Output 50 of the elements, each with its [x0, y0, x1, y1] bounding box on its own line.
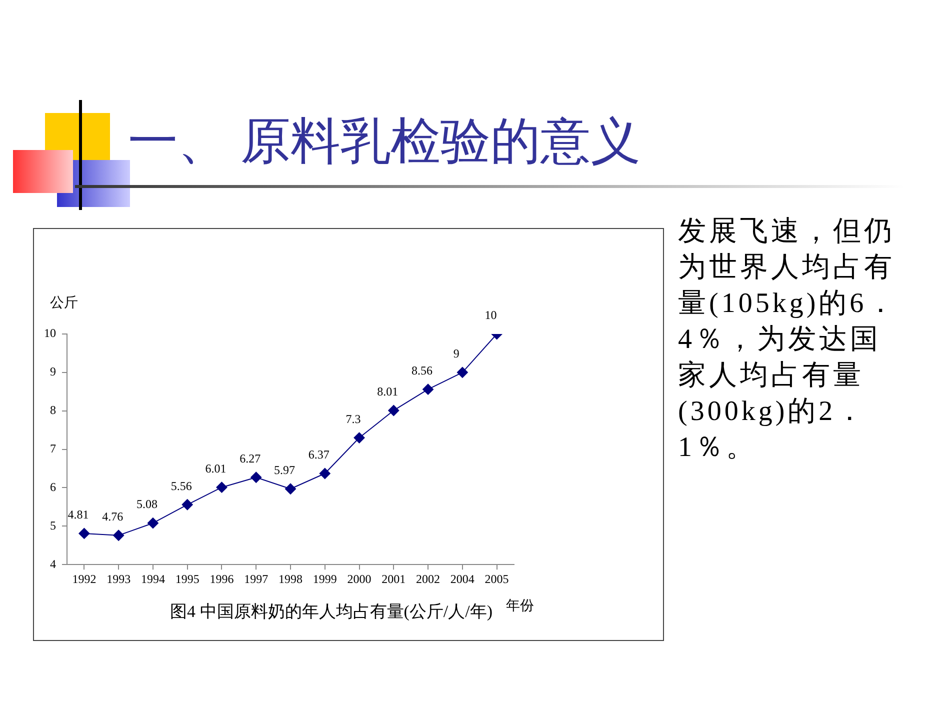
x-tick-label: 1995 — [175, 572, 200, 586]
y-tick-label: 4 — [50, 556, 56, 571]
point — [78, 528, 90, 539]
point — [319, 468, 330, 480]
x-tick-label: 2002 — [416, 572, 440, 586]
x-axis-title: 年份 — [506, 598, 534, 615]
data-label: 5.08 — [136, 497, 158, 512]
text: 发展飞速，但仍为世界人均占有量(105kg)的6．4％，为发达国家人均占有量(300kg)的2．1％。 — [678, 215, 899, 465]
x-tick-label: 1997 — [244, 572, 268, 586]
data-label: 10 — [484, 308, 497, 322]
y-axis-title: 公斤 — [50, 294, 78, 312]
data-label: 9 — [453, 346, 460, 361]
data-label: 5.97 — [274, 463, 295, 478]
y-tick-label: 9 — [50, 364, 56, 379]
y-tick-label: 7 — [50, 441, 56, 456]
x-tick-label: 2001 — [382, 572, 406, 586]
data-label: 4.81 — [68, 508, 89, 522]
x-tick-label: 1992 — [72, 572, 96, 586]
x-tick-label: 1993 — [106, 572, 131, 586]
point — [216, 482, 228, 493]
point — [147, 518, 158, 529]
x-tick-label: 1996 — [210, 572, 234, 586]
data-label: 6.01 — [205, 462, 226, 476]
y-tick-label: 10 — [44, 326, 56, 340]
point — [456, 366, 468, 378]
point — [354, 432, 365, 444]
point — [422, 384, 434, 395]
x-tick-label: 1998 — [278, 572, 302, 586]
x-tick-label: 2004 — [450, 572, 474, 586]
point — [285, 483, 296, 494]
data-label: 8.56 — [412, 364, 433, 378]
y-tick-label: 6 — [50, 480, 56, 494]
point — [113, 530, 124, 541]
x-tick-label: 1994 — [140, 572, 165, 586]
point — [388, 404, 400, 416]
x-tick-label: 2000 — [347, 572, 372, 586]
caption: 图4 中国原料奶的年人均占有量(公斤/人/年) — [170, 601, 493, 623]
point — [250, 472, 262, 483]
data-label: 6.27 — [240, 452, 261, 466]
data-label: 7.3 — [346, 412, 361, 426]
data-label: 5.56 — [170, 478, 192, 493]
chart-title: 一、 原料乳检验的意义 — [128, 112, 640, 171]
data-label: 8.01 — [377, 384, 398, 399]
y-tick-label: 5 — [50, 518, 56, 532]
x-tick-label: 1999 — [312, 572, 337, 586]
data-label: 6.37 — [308, 448, 330, 462]
y-tick-label: 8 — [50, 403, 56, 418]
data-label: 4.76 — [102, 510, 124, 524]
point — [182, 499, 193, 510]
x-tick-label: 2005 — [484, 572, 509, 586]
